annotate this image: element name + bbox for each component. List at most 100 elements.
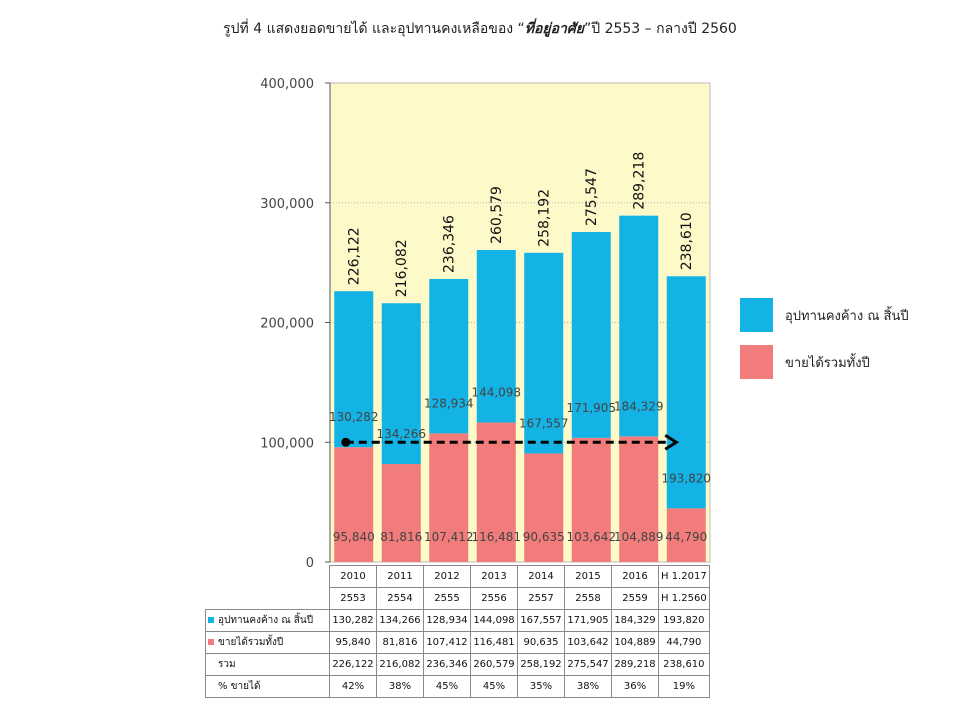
y-tick-label: 0 <box>306 556 314 571</box>
table-cell: 275,547 <box>564 653 612 676</box>
data-label-total: 216,082 <box>394 239 410 297</box>
table-year: 2016 <box>611 565 659 588</box>
table-label-text: รวม <box>218 659 236 670</box>
table-cell: 226,122 <box>329 653 377 676</box>
table-cell: 36% <box>611 675 659 698</box>
title-suffix: ”ปี 2553 – กลางปี 2560 <box>584 21 737 37</box>
data-label-sales: 90,635 <box>523 530 565 544</box>
table-year: 2015 <box>564 565 612 588</box>
table-thai-year: 2559 <box>611 587 659 610</box>
table-cell: 184,329 <box>611 609 659 632</box>
data-label-supply: 130,282 <box>329 410 379 424</box>
table-thai-year: 2555 <box>423 587 471 610</box>
table-cell: 81,816 <box>376 631 424 654</box>
data-label-supply: 144,098 <box>471 386 521 400</box>
table-thai-year: H 1.2560 <box>658 587 710 610</box>
bar-supply <box>666 276 706 509</box>
table-row-label: อุปทานคงค้าง ณ สิ้นปี <box>205 609 330 632</box>
table-corner <box>206 588 330 610</box>
legend-item-supply: อุปทานคงค้าง ณ สิ้นปี <box>740 298 909 332</box>
bar-supply <box>381 303 421 465</box>
table-row-label: % ขายได้ <box>205 675 330 698</box>
legend-swatch-supply <box>740 298 773 332</box>
data-label-sales: 107,412 <box>424 530 474 544</box>
table-label-text: อุปทานคงค้าง ณ สิ้นปี <box>218 615 314 626</box>
data-label-total: 238,610 <box>679 212 695 270</box>
table-cell: 167,557 <box>517 609 565 632</box>
table-cell: 236,346 <box>423 653 471 676</box>
table-thai-year: 2554 <box>376 587 424 610</box>
y-tick-label: 300,000 <box>260 197 314 212</box>
bar-supply <box>619 215 659 437</box>
table-cell: 45% <box>470 675 518 698</box>
bar-sales <box>429 433 469 562</box>
title-emphasis: ที่อยู่อาศัย <box>524 21 584 37</box>
table-cell: 128,934 <box>423 609 471 632</box>
table-cell: 103,642 <box>564 631 612 654</box>
table-cell: 134,266 <box>376 609 424 632</box>
data-label-supply: 184,329 <box>614 399 664 413</box>
table-cell: 95,840 <box>329 631 377 654</box>
table-cell: 171,905 <box>564 609 612 632</box>
bar-supply <box>476 249 516 423</box>
bar-supply <box>429 278 469 434</box>
table-row-label: ขายได้รวมทั้งปี <box>205 631 330 654</box>
bar-sales <box>334 447 374 562</box>
table-year: 2012 <box>423 565 471 588</box>
y-tick-label: 400,000 <box>260 77 314 92</box>
table-thai-year: 2553 <box>329 587 377 610</box>
data-label-total: 289,218 <box>632 152 648 210</box>
table-cell: 19% <box>658 675 710 698</box>
table-cell: 42% <box>329 675 377 698</box>
table-cell: 90,635 <box>517 631 565 654</box>
table-row-label: รวม <box>205 653 330 676</box>
data-label-sales: 81,816 <box>380 530 422 544</box>
data-table: 2010 2011 2012 2013 2014 2015 2016 H 1.2… <box>205 565 710 698</box>
trend-arrow-head <box>664 433 680 451</box>
data-label-sales: 44,790 <box>665 530 707 544</box>
table-corner <box>206 566 330 588</box>
bar-supply <box>524 252 564 454</box>
data-label-sales: 103,642 <box>566 530 616 544</box>
table-cell: 38% <box>376 675 424 698</box>
data-label-sales: 95,840 <box>333 530 375 544</box>
data-label-supply: 167,557 <box>519 416 569 430</box>
bar-sales <box>381 464 421 562</box>
table-cell: 260,579 <box>470 653 518 676</box>
legend-item-sales: ขายได้รวมทั้งปี <box>740 345 870 379</box>
data-label-sales: 104,889 <box>614 530 664 544</box>
table-cell: 289,218 <box>611 653 659 676</box>
table-year: H 1.2017 <box>658 565 710 588</box>
table-cell: 107,412 <box>423 631 471 654</box>
bar-sales <box>571 437 611 562</box>
data-label-total: 226,122 <box>347 227 363 285</box>
data-label-total: 260,579 <box>489 186 505 244</box>
table-label-text: ขายได้รวมทั้งปี <box>218 637 284 648</box>
table-label-text: % ขายได้ <box>218 681 261 692</box>
bar-sales <box>619 436 659 562</box>
data-label-supply: 171,905 <box>566 401 616 415</box>
table-cell: 258,192 <box>517 653 565 676</box>
table-swatch-sales <box>208 639 214 645</box>
table-row-sales: ขายได้รวมทั้งปี 95,840 81,816 107,412 11… <box>205 631 710 654</box>
table-swatch-empty <box>208 661 214 667</box>
table-cell: 238,610 <box>658 653 710 676</box>
table-year: 2014 <box>517 565 565 588</box>
data-label-supply: 134,266 <box>376 427 426 441</box>
table-cell: 116,481 <box>470 631 518 654</box>
table-thai-year: 2558 <box>564 587 612 610</box>
table-cell: 38% <box>564 675 612 698</box>
table-swatch-supply <box>208 617 214 623</box>
table-swatch-empty <box>208 683 214 689</box>
table-cell: 216,082 <box>376 653 424 676</box>
table-year: 2010 <box>329 565 377 588</box>
data-label-total: 236,346 <box>442 215 458 273</box>
table-thai-year: 2557 <box>517 587 565 610</box>
table-row-total: รวม 226,122 216,082 236,346 260,579 258,… <box>205 653 710 676</box>
table-header-row-year: 2010 2011 2012 2013 2014 2015 2016 H 1.2… <box>206 565 710 588</box>
bar-sales <box>666 508 706 562</box>
table-cell: 130,282 <box>329 609 377 632</box>
table-cell: 35% <box>517 675 565 698</box>
y-tick-label: 200,000 <box>260 317 314 332</box>
